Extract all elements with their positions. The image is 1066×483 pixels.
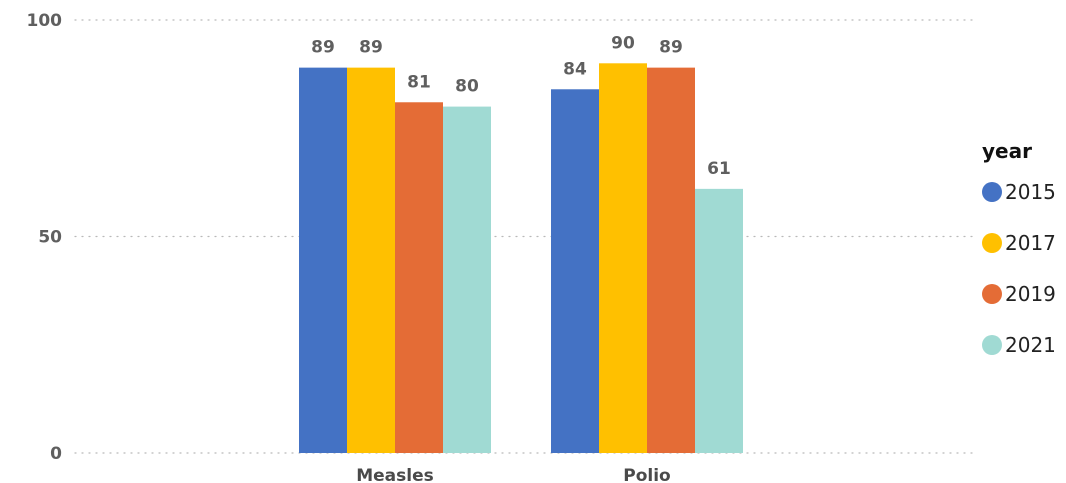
legend-swatch-2015[interactable] (982, 182, 1002, 202)
data-label-polio-2021: 61 (707, 159, 731, 179)
bar-polio-2019[interactable] (647, 67, 695, 453)
legend-swatch-2019[interactable] (982, 284, 1002, 304)
data-label-measles-2015: 89 (311, 38, 335, 58)
x-category-label-measles: Measles (356, 466, 434, 483)
data-label-measles-2017: 89 (359, 38, 383, 58)
data-label-polio-2017: 90 (611, 33, 635, 53)
bar-measles-2017[interactable] (347, 67, 395, 453)
y-tick-label: 50 (38, 228, 62, 248)
bar-measles-2019[interactable] (395, 102, 443, 454)
y-tick-label: 0 (50, 444, 62, 464)
bar-polio-2015[interactable] (551, 89, 599, 453)
data-label-polio-2015: 84 (563, 59, 587, 79)
bar-polio-2017[interactable] (599, 63, 647, 454)
data-label-polio-2019: 89 (659, 38, 683, 58)
legend: year 2015 2017 2019 2021 (982, 139, 1056, 357)
gridlines (74, 19, 976, 454)
bars (299, 63, 743, 454)
data-label-measles-2019: 81 (407, 72, 431, 92)
bar-measles-2015[interactable] (299, 67, 347, 453)
data-label-measles-2021: 80 (455, 77, 479, 97)
data-labels: 89 89 81 80 84 90 89 61 (311, 33, 731, 179)
y-tick-label: 100 (27, 11, 63, 31)
x-axis-categories: Measles Polio (356, 466, 671, 483)
legend-swatch-2017[interactable] (982, 233, 1002, 253)
y-axis-ticks: 0 50 100 (27, 11, 63, 464)
bar-measles-2021[interactable] (443, 106, 491, 453)
bar-polio-2021[interactable] (695, 188, 743, 453)
legend-label-2017[interactable]: 2017 (1005, 231, 1056, 255)
legend-title: year (982, 139, 1032, 163)
legend-label-2015[interactable]: 2015 (1005, 180, 1056, 204)
legend-label-2019[interactable]: 2019 (1005, 282, 1056, 306)
legend-swatch-2021[interactable] (982, 335, 1002, 355)
legend-label-2021[interactable]: 2021 (1005, 333, 1056, 357)
x-category-label-polio: Polio (623, 466, 670, 483)
